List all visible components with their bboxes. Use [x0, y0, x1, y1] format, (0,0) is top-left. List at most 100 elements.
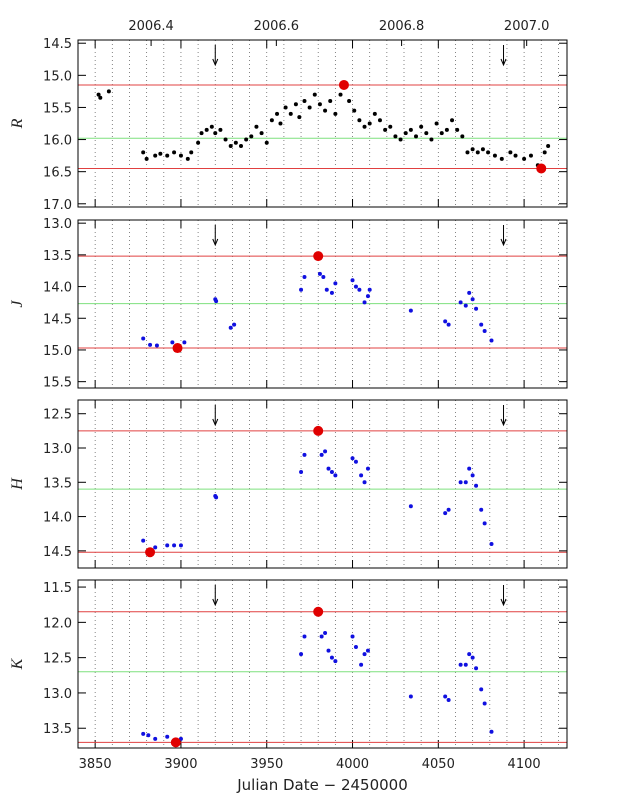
data-point: [249, 134, 254, 139]
data-point: [269, 118, 274, 123]
y-tick-label: 14.5: [43, 37, 72, 52]
y-tick-label: 12.5: [43, 408, 72, 423]
data-point: [408, 127, 413, 132]
x-axis-label: Julian Date − 2450000: [236, 776, 408, 794]
data-point: [146, 733, 151, 738]
y-tick-label: 16.0: [43, 134, 72, 149]
extremum-point: [313, 425, 324, 436]
arrow-head: [212, 598, 219, 607]
data-point: [403, 131, 408, 136]
data-point: [446, 507, 451, 512]
data-point: [141, 731, 146, 736]
data-point: [214, 299, 219, 304]
data-point: [233, 140, 238, 145]
extremum-point: [313, 606, 324, 617]
data-point: [383, 127, 388, 132]
y-tick-label: 15.5: [43, 376, 72, 391]
x2-tick-label: 2007.0: [504, 19, 550, 34]
data-point: [333, 281, 338, 286]
data-point: [141, 150, 146, 155]
arrow-head: [500, 418, 507, 427]
y-tick-label: 14.0: [43, 511, 72, 526]
data-point: [482, 701, 487, 706]
data-point: [182, 340, 187, 345]
arrow-head: [500, 598, 507, 607]
data-point: [419, 124, 424, 129]
data-point: [479, 322, 484, 327]
data-point: [239, 143, 243, 148]
data-point: [388, 124, 393, 129]
y-tick-label: 17.0: [43, 198, 72, 213]
data-point: [259, 131, 264, 136]
y-axis-label: R: [9, 118, 26, 129]
arrow-head: [212, 418, 219, 427]
x-tick-label: 4100: [508, 757, 541, 772]
arrow-head: [212, 238, 219, 247]
x-tick-label: 4050: [422, 757, 455, 772]
data-point: [353, 459, 358, 464]
data-point: [307, 105, 312, 110]
data-point: [153, 736, 158, 741]
y-tick-label: 15.0: [43, 69, 72, 84]
data-point: [482, 328, 487, 333]
data-point: [353, 284, 358, 289]
data-point: [398, 137, 403, 142]
data-point: [321, 275, 326, 280]
data-point: [312, 92, 317, 97]
data-point: [98, 95, 103, 100]
data-point: [323, 630, 328, 635]
data-point: [434, 121, 439, 126]
data-point: [254, 124, 259, 129]
data-point: [470, 473, 475, 478]
data-point: [214, 495, 219, 500]
data-point: [302, 275, 307, 280]
extremum-point: [313, 251, 324, 262]
data-point: [350, 634, 355, 639]
data-point: [489, 338, 494, 343]
data-point: [199, 131, 204, 136]
data-point: [141, 336, 146, 341]
data-point: [153, 153, 158, 158]
x-tick-label: 3900: [164, 757, 197, 772]
data-point: [228, 325, 233, 330]
data-point: [408, 308, 413, 313]
data-point: [470, 297, 475, 302]
y-axis-label: K: [9, 657, 26, 670]
data-point: [319, 634, 324, 639]
y-tick-label: 13.5: [43, 722, 72, 737]
data-point: [424, 131, 429, 136]
plot-frame: [77, 399, 568, 569]
y-tick-label: 12.5: [43, 652, 72, 667]
data-point: [148, 342, 153, 347]
data-point: [323, 449, 328, 454]
y-tick-label: 11.5: [43, 581, 72, 596]
data-point: [141, 538, 146, 543]
data-point: [489, 729, 494, 734]
data-point: [443, 694, 448, 699]
data-point: [365, 466, 370, 471]
data-point: [275, 111, 280, 116]
arrow-head: [500, 58, 507, 67]
data-point: [165, 153, 170, 158]
data-point: [352, 108, 357, 113]
data-point: [347, 99, 352, 104]
data-point: [450, 118, 455, 123]
data-point: [528, 153, 533, 158]
data-point: [172, 543, 177, 548]
data-point: [328, 99, 333, 104]
data-point: [372, 111, 377, 116]
data-point: [326, 466, 331, 471]
y-tick-label: 15.5: [43, 101, 72, 116]
data-point: [317, 102, 322, 107]
data-point: [458, 480, 463, 485]
data-point: [467, 290, 472, 295]
data-point: [542, 150, 547, 155]
data-point: [350, 278, 355, 283]
data-point: [204, 127, 209, 132]
data-point: [475, 150, 480, 155]
data-point: [333, 111, 338, 116]
data-point: [479, 687, 484, 692]
x-tick-label: 4000: [336, 757, 369, 772]
data-point: [460, 134, 465, 139]
